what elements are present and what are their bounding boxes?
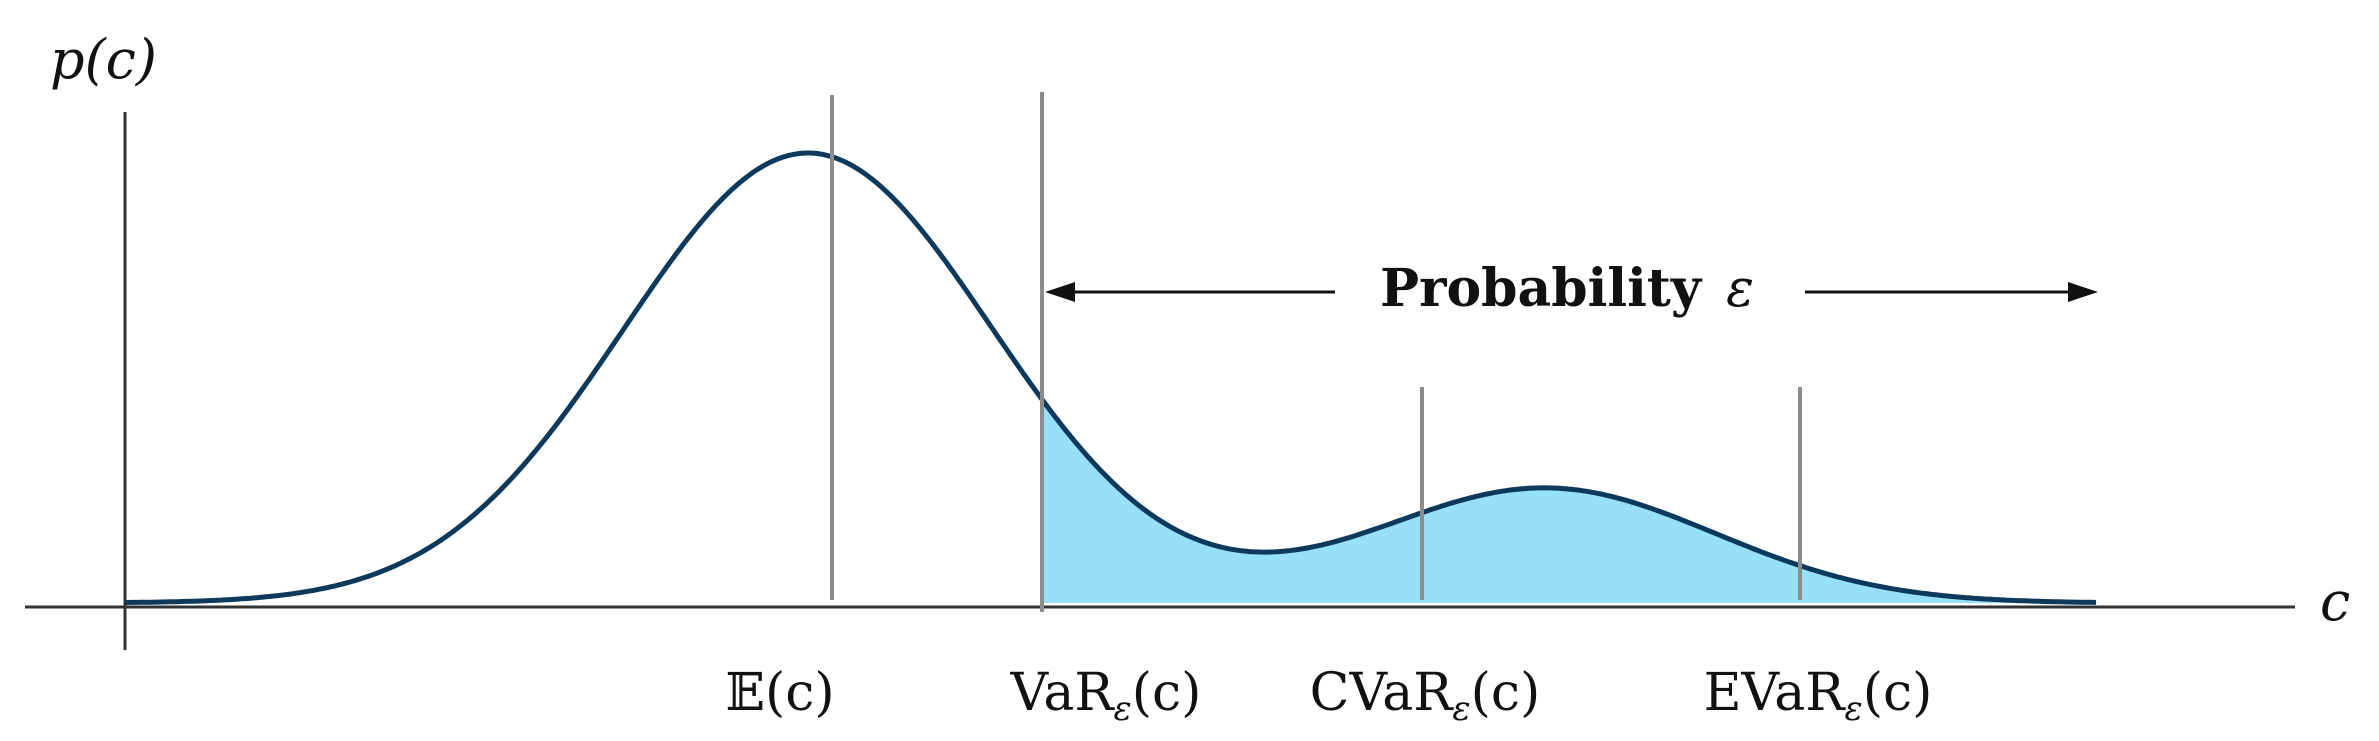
density-curve — [125, 150, 2096, 605]
mean-label: 𝔼(c) — [725, 663, 834, 723]
tail-probability-area — [1042, 399, 2098, 603]
probability-arrow-right-head — [2068, 282, 2098, 302]
evar-label: EVaRε(c) — [1704, 663, 1933, 729]
x-axis-label: c — [2320, 570, 2350, 633]
cvar-label: CVaRε(c) — [1310, 663, 1541, 729]
epsilon-symbol: ε — [1726, 259, 1754, 319]
probability-annotation: Probability ε — [1380, 258, 1754, 319]
probability-arrow-left-head — [1045, 282, 1075, 302]
y-axis-label: p(c) — [50, 28, 157, 91]
var-label: VaRε(c) — [1010, 663, 1202, 729]
probability-label: Probability — [1380, 258, 1703, 319]
